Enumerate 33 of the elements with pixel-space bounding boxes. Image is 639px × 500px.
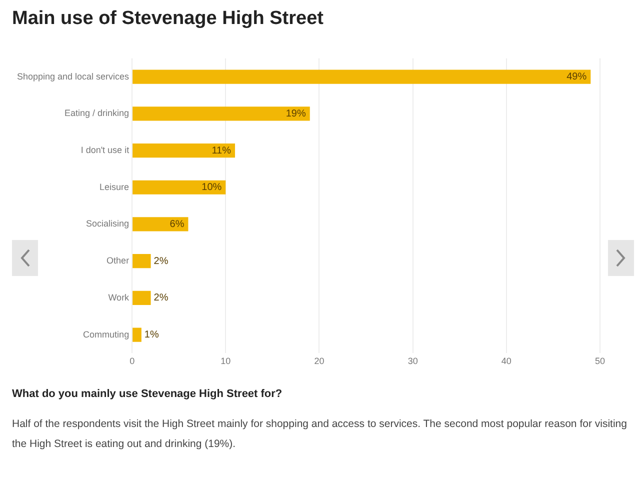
x-tick-label: 40 <box>501 356 512 366</box>
x-tick-label: 30 <box>408 356 418 366</box>
data-label: 19% <box>286 108 306 120</box>
bar <box>132 290 151 305</box>
bar <box>132 143 236 158</box>
data-label: 49% <box>566 72 587 83</box>
bar <box>132 328 142 342</box>
data-label: 1% <box>144 330 159 341</box>
bar <box>132 180 226 194</box>
y-tick-label: Commuting <box>83 329 130 340</box>
x-tick-label: 50 <box>594 356 606 366</box>
data-label: 2% <box>154 256 168 267</box>
x-tick-label: 0 <box>130 356 135 366</box>
bar <box>132 106 310 121</box>
y-tick-label: Eating / drinking <box>64 108 130 118</box>
y-tick-label: I don't use it <box>80 145 130 156</box>
data-label: 6% <box>170 218 184 230</box>
text: What do you mainly use Stevenage High Street for? <box>12 387 284 402</box>
y-tick-label: Shopping and local services <box>16 71 130 82</box>
x-tick-label: 10 <box>220 356 231 366</box>
y-tick-label: Other <box>106 256 130 266</box>
text: Half of the respondents visit the High Street mainly for shopping and access to services. The second most popular reason for visiting the High Street is eating out and drinking (19%). <box>12 416 627 452</box>
bar <box>132 70 591 84</box>
data-label: 11% <box>212 145 232 156</box>
data-label: 2% <box>154 292 168 304</box>
bar <box>132 254 151 268</box>
data-label: 10% <box>202 182 222 194</box>
x-tick-label: 20 <box>314 356 324 366</box>
chart-title: Main use of Stevenage High Street <box>12 8 324 30</box>
bar <box>132 217 188 232</box>
y-tick-label: Leisure <box>100 182 130 192</box>
y-tick-label: Socialising <box>86 218 130 229</box>
y-tick-label: Work <box>108 292 130 302</box>
